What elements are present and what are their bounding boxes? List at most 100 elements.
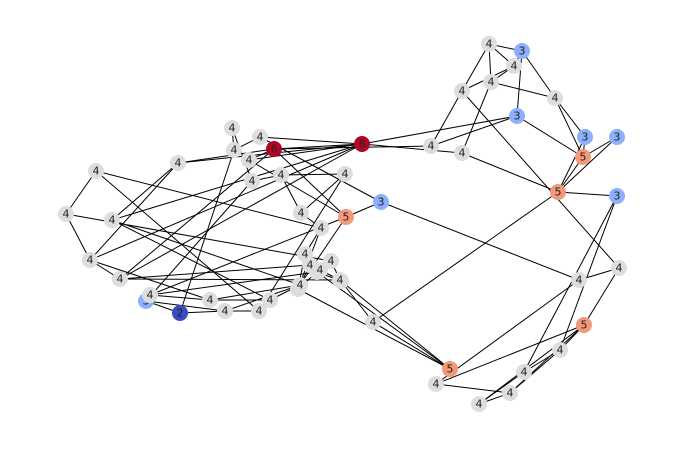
graph-node: 4 <box>142 287 158 303</box>
node-circle <box>354 136 370 152</box>
graph-node: 4 <box>332 272 348 288</box>
graph-edge <box>435 324 585 385</box>
graph-node: 4 <box>481 36 497 52</box>
graph-edge <box>559 195 618 351</box>
graph-edge <box>372 321 451 370</box>
node-label: 4 <box>267 294 274 307</box>
node-label: 4 <box>246 154 253 167</box>
node-label: 5 <box>580 151 587 164</box>
graph-node: 4 <box>112 271 128 287</box>
graph-node: 3 <box>577 129 593 145</box>
node-label: 4 <box>87 254 94 267</box>
graph-node: 4 <box>611 260 627 276</box>
graph-node: 6 <box>354 136 370 152</box>
node-circle <box>172 305 188 321</box>
graph-node: 5 <box>576 317 592 333</box>
graph-node: 4 <box>483 74 499 90</box>
node-circle <box>266 141 282 157</box>
node-label: 4 <box>328 255 335 268</box>
graph-node: 4 <box>292 277 308 293</box>
graph-edge <box>273 145 432 150</box>
node-label: 3 <box>582 131 589 144</box>
graph-edge <box>95 170 322 229</box>
graph-node: 4 <box>82 252 98 268</box>
node-label: 4 <box>459 85 466 98</box>
graph-edge <box>554 97 584 158</box>
graph-node: 3 <box>609 129 625 145</box>
graph-node: 4 <box>244 173 260 189</box>
node-circle <box>506 58 522 74</box>
node-circle <box>292 277 308 293</box>
graph-edge <box>430 90 463 147</box>
node-label: 5 <box>555 186 562 199</box>
graph-node: 4 <box>226 142 242 158</box>
node-label: 3 <box>378 196 385 209</box>
node-circle <box>454 145 470 161</box>
graph-edge <box>89 143 363 261</box>
graph-edge <box>380 201 580 281</box>
node-label: 3 <box>614 190 621 203</box>
node-label: 4 <box>256 305 263 318</box>
graph-edge <box>280 173 346 176</box>
node-label: 4 <box>297 279 304 292</box>
node-label: 4 <box>175 157 182 170</box>
graph-node: 3 <box>509 108 525 124</box>
node-label: 4 <box>249 175 256 188</box>
node-circle <box>547 90 563 106</box>
graph-node: 4 <box>516 364 532 380</box>
node-circle <box>514 43 530 59</box>
graph-edge <box>209 284 301 301</box>
node-circle <box>571 272 587 288</box>
graph-node: 4 <box>170 155 186 171</box>
graph-edge <box>478 324 585 405</box>
graph-node: 4 <box>224 120 240 136</box>
node-label: 4 <box>521 366 528 379</box>
node-label: 4 <box>317 264 324 277</box>
node-label: 4 <box>576 274 583 287</box>
node-label: 4 <box>507 387 514 400</box>
graph-node: 4 <box>88 163 104 179</box>
graph-edge <box>248 143 363 161</box>
graph-node: 4 <box>273 167 289 183</box>
graph-node: 3 <box>373 194 389 210</box>
graph-edge <box>111 219 271 301</box>
node-circle <box>442 361 458 377</box>
node-circle <box>516 364 532 380</box>
node-label: 4 <box>302 248 309 261</box>
graph-edge <box>583 267 620 326</box>
graph-edge <box>111 219 301 286</box>
graph-node: 4 <box>104 212 120 228</box>
node-circle <box>104 212 120 228</box>
graph-edge <box>430 115 518 147</box>
node-circle <box>82 252 98 268</box>
node-label: 4 <box>318 222 325 235</box>
graph-edge <box>65 213 91 261</box>
graph-node: 5 <box>575 149 591 165</box>
graph-edge <box>111 162 179 221</box>
graph-node: 4 <box>293 205 309 221</box>
graph-edge <box>340 280 451 370</box>
graph-node: 4 <box>302 257 318 273</box>
node-label: 4 <box>63 208 70 221</box>
graph-edge <box>554 97 586 138</box>
node-circle <box>170 155 186 171</box>
node-circle <box>252 129 268 145</box>
node-label: 4 <box>222 305 229 318</box>
graph-node: 4 <box>262 292 278 308</box>
node-label: 4 <box>428 140 435 153</box>
graph-edge <box>557 136 618 193</box>
graph-node: 4 <box>547 90 563 106</box>
node-label: 4 <box>486 38 493 51</box>
graph-node: 6 <box>266 141 282 157</box>
graph-node: 4 <box>502 385 518 401</box>
graph-node: 4 <box>365 314 381 330</box>
graph-node: 4 <box>454 145 470 161</box>
node-label: 4 <box>616 262 623 275</box>
node-circle <box>337 166 353 182</box>
node-label: 5 <box>581 319 588 332</box>
graph-edge <box>149 294 211 301</box>
graph-edge <box>509 349 561 394</box>
graph-edge <box>149 271 318 296</box>
graph-node: 4 <box>423 138 439 154</box>
node-circle <box>273 167 289 183</box>
